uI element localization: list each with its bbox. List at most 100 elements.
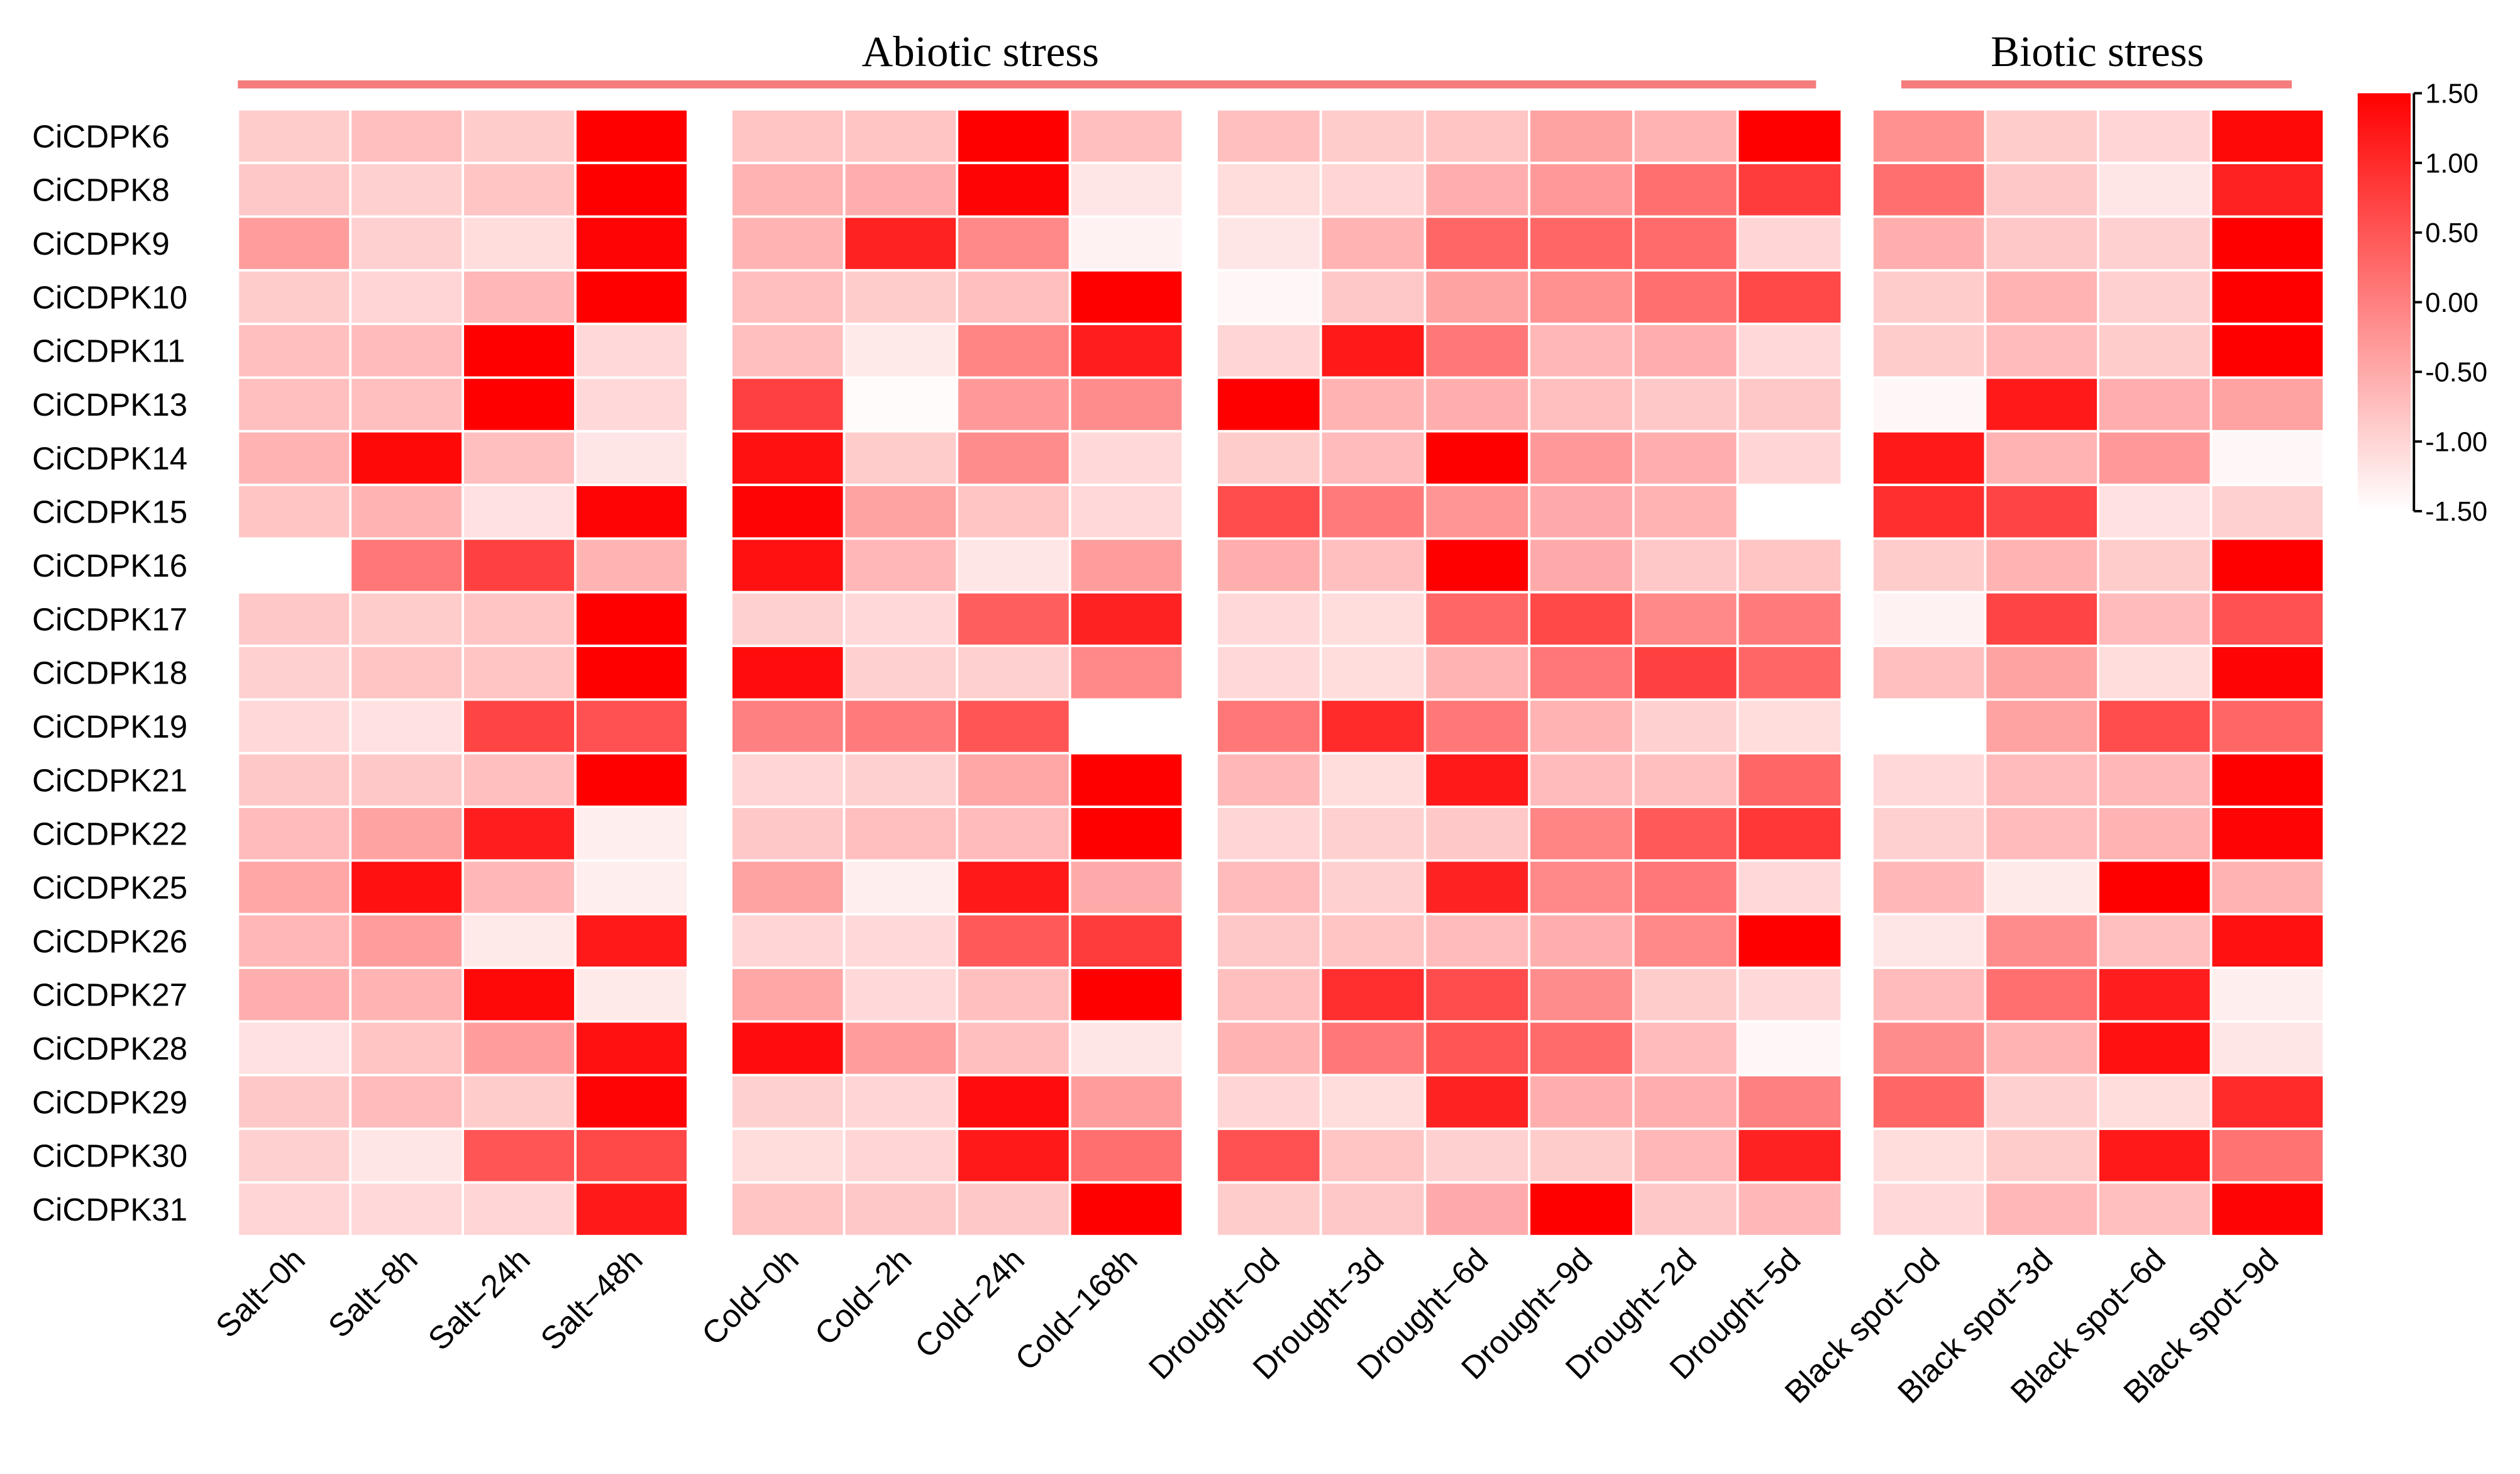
heatmap-cell: [574, 537, 689, 594]
heatmap-cell: [956, 1181, 1071, 1238]
row-label: CiCDPK29: [32, 1084, 187, 1120]
heatmap-cell: [236, 859, 352, 916]
heatmap-cell: [1215, 429, 1322, 487]
row-label: CiCDPK27: [32, 977, 187, 1013]
heatmap-cell: [2209, 912, 2326, 969]
heatmap-cell: [1632, 215, 1739, 272]
heatmap-cell: [236, 590, 352, 648]
heatmap-cell: [730, 1020, 846, 1077]
heatmap-cell: [1068, 269, 1185, 326]
heatmap-cell: [2097, 1128, 2213, 1184]
heatmap-cell: [1528, 537, 1635, 594]
heatmap-cell: [1319, 1181, 1427, 1238]
heatmap-cell: [461, 590, 577, 648]
heatmap-cell: [1423, 162, 1531, 218]
heatmap-cell: [2209, 429, 2326, 487]
heatmap-cell: [236, 323, 352, 379]
heatmap-cell: [1319, 912, 1427, 969]
heatmap-cell: [1871, 484, 1987, 540]
heatmap-cell: [843, 751, 959, 808]
heatmap-cell: [1632, 1181, 1739, 1238]
heatmap-cell: [1319, 967, 1427, 1023]
heatmap-cell: [1984, 537, 2099, 594]
row-label: CiCDPK28: [32, 1031, 187, 1067]
heatmap-cell: [1632, 806, 1739, 862]
heatmap-cell: [1068, 1020, 1185, 1077]
heatmap-cell: [1871, 269, 1987, 326]
heatmap-cell: [843, 1181, 959, 1238]
heatmap-cell: [1319, 1020, 1427, 1077]
heatmap-cell: [461, 323, 577, 379]
heatmap-cell: [2209, 1181, 2326, 1238]
heatmap-cell: [2097, 1073, 2213, 1130]
heatmap-cell: [1736, 859, 1843, 916]
heatmap-cell: [574, 269, 689, 326]
heatmap-cell: [1068, 1128, 1185, 1184]
heatmap-cell: [461, 1128, 577, 1184]
heatmap-cell: [843, 537, 959, 594]
heatmap-cell: [2209, 484, 2326, 540]
colorbar-tick-label: 1.00: [2425, 148, 2479, 179]
row-label: CiCDPK9: [32, 226, 170, 262]
heatmap-cell: [236, 1020, 352, 1077]
heatmap-cell: [730, 162, 846, 218]
heatmap-cell: [2209, 751, 2326, 808]
heatmap-cell: [956, 967, 1071, 1023]
heatmap-cell: [1736, 429, 1843, 487]
row-labels: CiCDPK6 CiCDPK8 CiCDPK9 CiCDPK10 CiCDPK11 CiC…: [32, 118, 187, 1227]
heatmap-cell: [1319, 429, 1427, 487]
heatmap-cell: [956, 162, 1071, 218]
row-label: CiCDPK26: [32, 923, 187, 959]
heatmap-cell: [1736, 162, 1843, 218]
heatmap-cell: [843, 1073, 959, 1130]
heatmap-cell: [574, 806, 689, 862]
heatmap-cell: [1736, 590, 1843, 648]
heatmap-cell: [2209, 806, 2326, 862]
heatmap-cell: [1984, 108, 2099, 165]
heatmap-cell: [1984, 912, 2099, 969]
heatmap-cell: [1068, 1181, 1185, 1238]
heatmap-cell: [1528, 1073, 1635, 1130]
heatmap-cell: [843, 645, 959, 701]
heatmap-cell: [2209, 645, 2326, 701]
heatmap-cell: [236, 215, 352, 272]
heatmap-cell: [1736, 912, 1843, 969]
heatmap-cell: [1871, 376, 1987, 433]
heatmap-cell: [1068, 484, 1185, 540]
heatmap-cell: [574, 590, 689, 648]
heatmap-cell: [1068, 215, 1185, 272]
heatmap-cell: [2097, 323, 2213, 379]
heatmap-cell: [1871, 108, 1987, 165]
heatmap-cell: [1319, 215, 1427, 272]
heatmap-cell: [1871, 967, 1987, 1023]
heatmap-cell: [1528, 1128, 1635, 1184]
heatmap-cell: [461, 806, 577, 862]
heatmap-cell: [843, 806, 959, 862]
heatmap-cell: [574, 108, 689, 165]
colorbar-tick-label: -1.50: [2425, 497, 2487, 527]
heatmap-cell: [2097, 1020, 2213, 1077]
heatmap-cell: [1871, 162, 1987, 218]
heatmap-cell: [956, 376, 1071, 433]
heatmap-cell: [1319, 376, 1427, 433]
heatmap-cell: [349, 108, 465, 165]
heatmap-cell: [1423, 484, 1531, 540]
row-label: CiCDPK22: [32, 816, 187, 852]
heatmap-cell: [1068, 859, 1185, 916]
heatmap-cell: [1871, 323, 1987, 379]
heatmap-cell: [1215, 1181, 1322, 1238]
heatmap-cell: [956, 323, 1071, 379]
row-label: CiCDPK18: [32, 655, 187, 691]
heatmap-cell: [1423, 269, 1531, 326]
heatmap-cell: [574, 967, 689, 1023]
heatmap-cell: [349, 1073, 465, 1130]
heatmap-cell: [1736, 1128, 1843, 1184]
heatmap-cell: [236, 429, 352, 487]
heatmap-cell: [1984, 967, 2099, 1023]
heatmap-cell: [956, 484, 1071, 540]
heatmap-cell: [1984, 162, 2099, 218]
heatmap-cell: [1215, 1020, 1322, 1077]
heatmap-cell: [1984, 484, 2099, 540]
heatmap-cell: [1528, 429, 1635, 487]
heatmap-cell: [1068, 108, 1185, 165]
